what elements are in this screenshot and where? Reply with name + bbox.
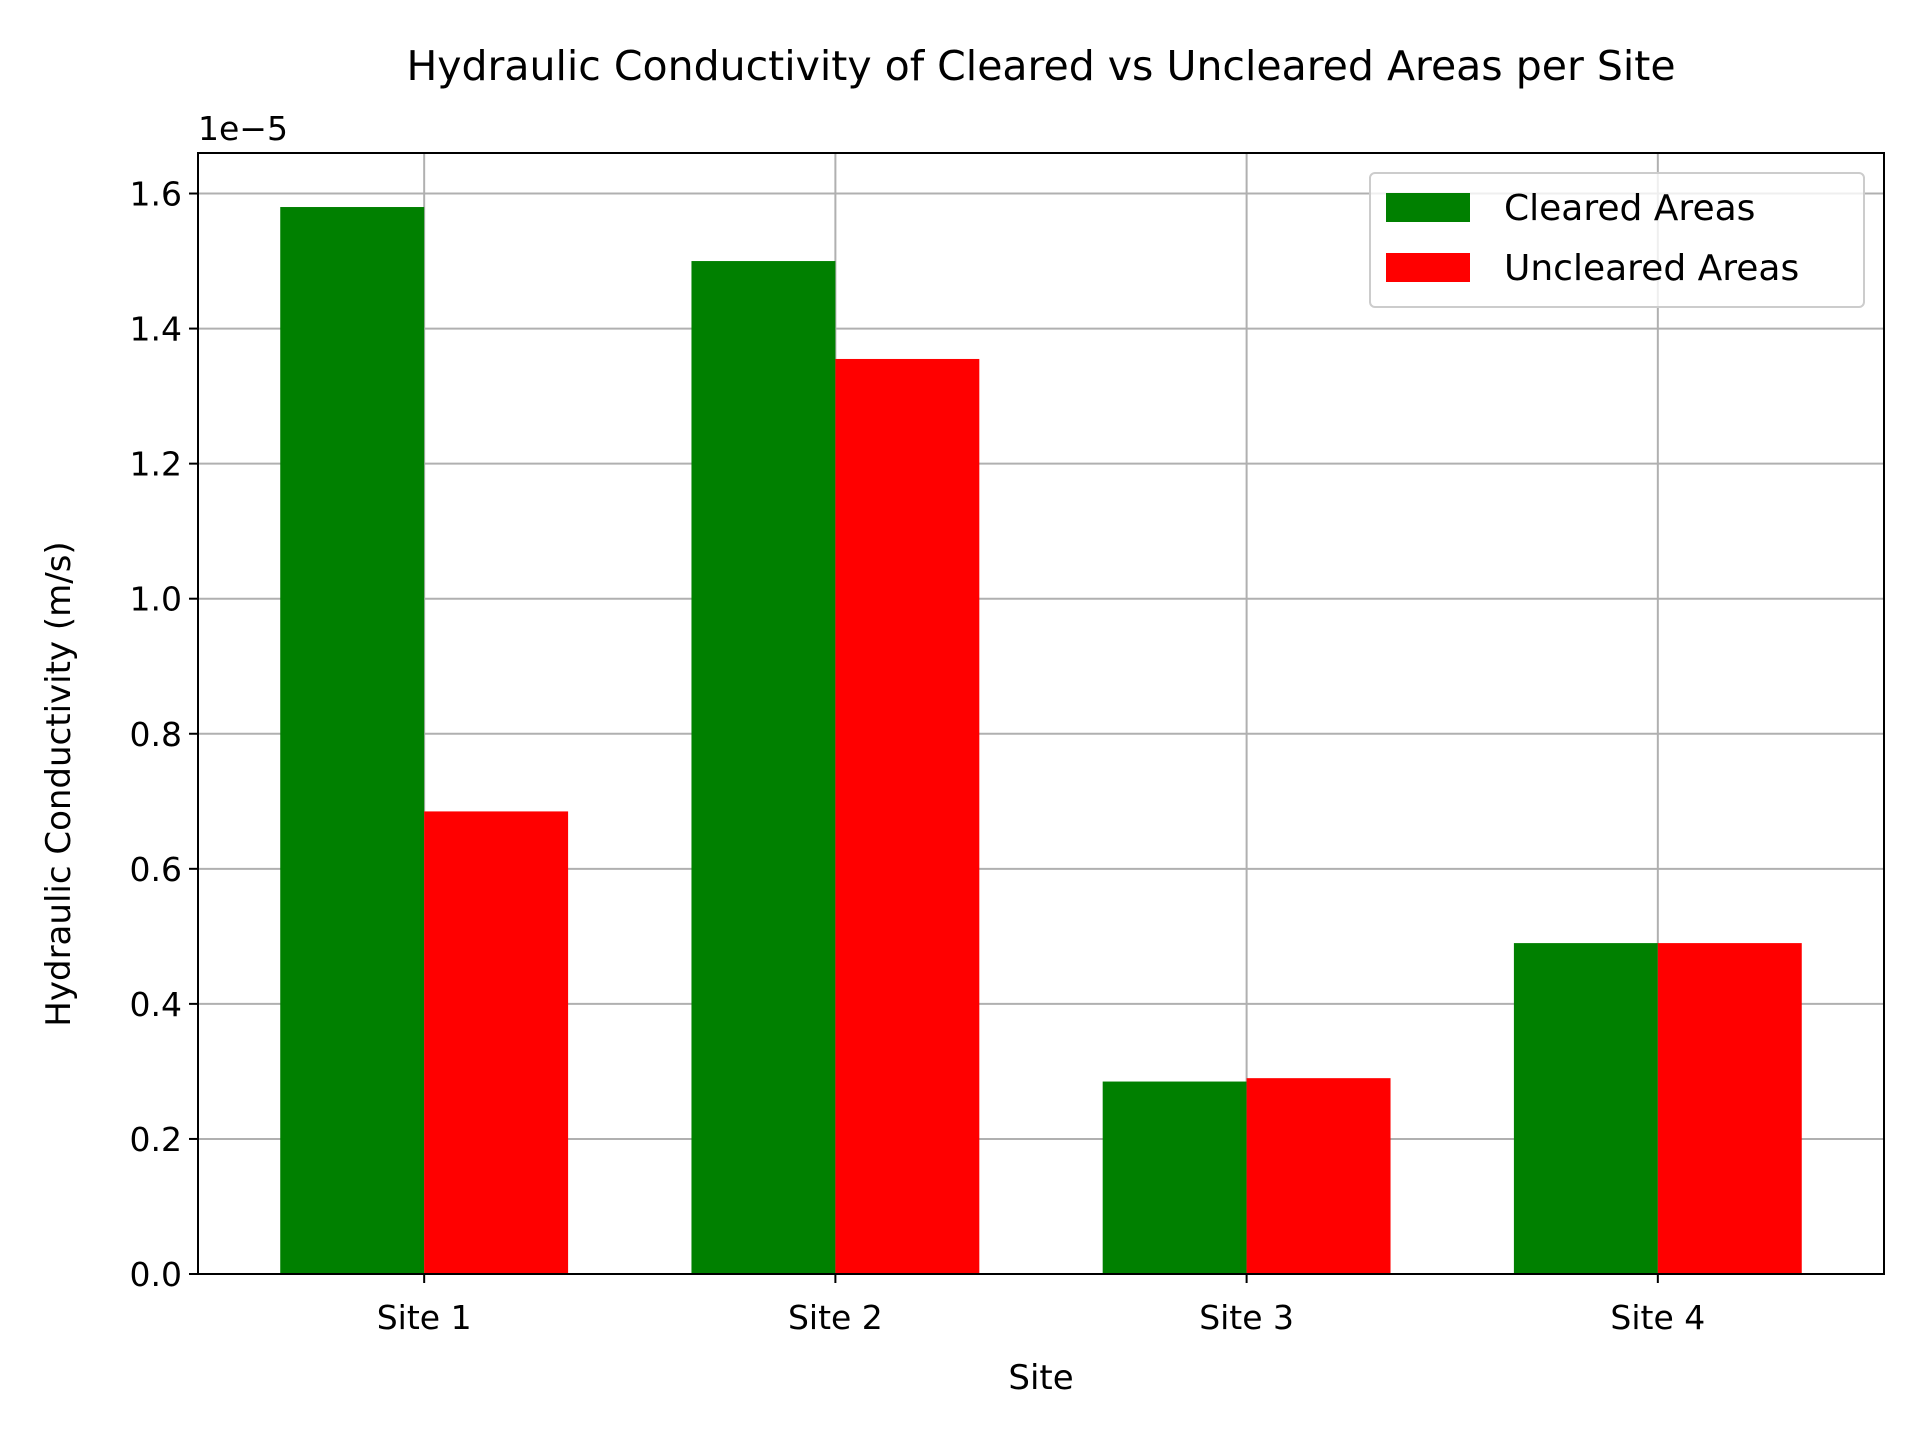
x-tick-label: Site 4 bbox=[1610, 1298, 1705, 1337]
y-tick-label: 0.2 bbox=[130, 1120, 182, 1159]
plot-frame bbox=[197, 152, 1885, 1275]
tick-layer: 0.0 0.2 0.4 0.6 0.8 1.0 1.2 1.4 1.6 Site 1 Site 2 S… bbox=[130, 175, 1706, 1337]
y-tick-label: 0.8 bbox=[130, 715, 182, 754]
x-tick-label: Site 3 bbox=[1199, 1298, 1294, 1337]
bar-cleared-1 bbox=[280, 207, 425, 1275]
y-tick-label: 1.4 bbox=[130, 310, 182, 349]
legend-swatch-cleared bbox=[1386, 193, 1470, 222]
y-tick-label: 0.4 bbox=[130, 985, 182, 1024]
bar-uncleared-2 bbox=[835, 358, 980, 1274]
bar-uncleared-3 bbox=[1246, 1078, 1391, 1274]
y-tick-label: 1.0 bbox=[130, 580, 182, 619]
x-axis-label: Site bbox=[1008, 1358, 1073, 1398]
legend-label-cleared: Cleared Areas bbox=[1504, 188, 1755, 229]
y-axis-offset-label: 1e−5 bbox=[198, 109, 288, 148]
legend: Cleared Areas Uncleared Areas bbox=[1369, 172, 1865, 308]
y-tick-label: 1.6 bbox=[130, 175, 182, 214]
y-tick-label: 0.6 bbox=[130, 850, 182, 889]
legend-frame bbox=[1369, 172, 1865, 308]
legend-swatch-uncleared bbox=[1386, 253, 1470, 282]
y-axis-label: Hydraulic Conductivity (m/s) bbox=[39, 541, 79, 1026]
x-tick-label: Site 1 bbox=[377, 1298, 472, 1337]
chart-title: Hydraulic Conductivity of Cleared vs Unc… bbox=[406, 42, 1675, 90]
y-tick-label: 1.2 bbox=[130, 445, 182, 484]
bar-cleared-4 bbox=[1513, 943, 1658, 1274]
bar-layer bbox=[280, 207, 1802, 1275]
bar-uncleared-1 bbox=[424, 811, 569, 1274]
bar-cleared-2 bbox=[691, 261, 836, 1274]
bar-uncleared-4 bbox=[1657, 943, 1802, 1274]
x-tick-label: Site 2 bbox=[788, 1298, 883, 1337]
y-tick-label: 0.0 bbox=[130, 1255, 182, 1294]
legend-label-uncleared: Uncleared Areas bbox=[1504, 248, 1799, 289]
bar-cleared-3 bbox=[1102, 1081, 1247, 1274]
